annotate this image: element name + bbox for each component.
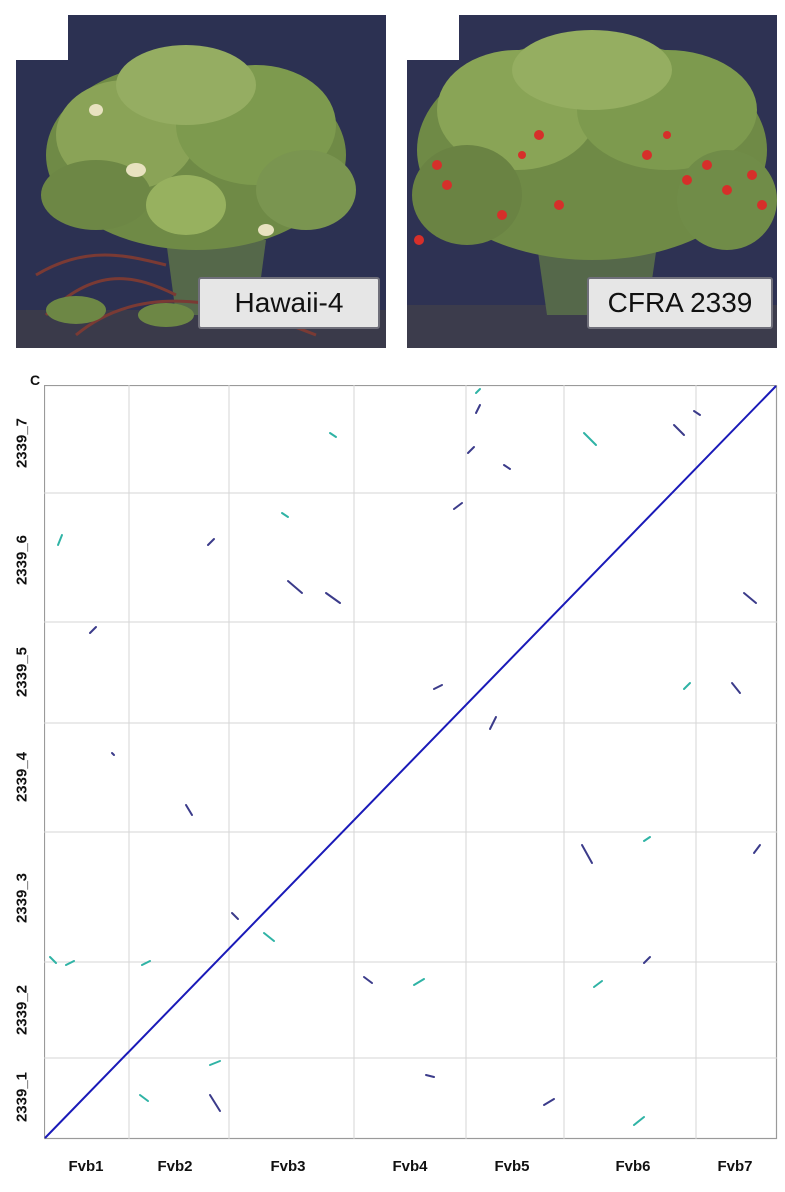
alignment-hit-27 (363, 976, 373, 984)
x-tick-fvb1: Fvb1 (68, 1158, 104, 1175)
alignment-hit-31 (209, 1060, 221, 1066)
alignment-hit-3 (503, 464, 511, 470)
alignment-hit-17 (111, 752, 115, 756)
alignment-hit-2 (467, 446, 475, 454)
alignment-hit-21 (753, 844, 761, 854)
grid-lines (44, 385, 777, 1139)
alignment-hits (49, 388, 761, 1126)
alignment-hit-22 (231, 912, 239, 920)
alignment-hit-34 (209, 1094, 221, 1112)
alignment-hit-40 (475, 404, 481, 414)
x-tick-fvb3: Fvb3 (270, 1158, 306, 1175)
y-tick-2339-4: 2339_4 (13, 751, 31, 803)
y-tick-2339-1: 2339_1 (13, 1071, 31, 1123)
y-tick-2339-2: 2339_2 (13, 984, 31, 1036)
y-tick-2339-3: 2339_3 (13, 872, 31, 924)
alignment-hit-30 (593, 980, 603, 988)
x-tick-fvb5: Fvb5 (494, 1158, 530, 1175)
y-tick-2339-6: 2339_6 (13, 534, 31, 586)
alignment-hit-18 (185, 804, 193, 816)
alignment-hit-6 (57, 534, 63, 546)
alignment-hit-13 (433, 684, 443, 690)
alignment-hit-37 (693, 410, 701, 416)
alignment-hit-39 (475, 388, 481, 394)
alignment-hit-28 (413, 978, 425, 986)
main-diagonal (44, 385, 777, 1139)
alignment-hit-29 (643, 956, 651, 964)
hawaii-4-plant-photo: Hawaii-4 (16, 15, 386, 348)
alignment-hit-5 (453, 502, 463, 510)
alignment-hit-10 (325, 592, 341, 604)
alignment-hit-35 (543, 1098, 555, 1106)
y-tick-2339-5: 2339_5 (13, 646, 31, 698)
panel-c-letter: C (30, 372, 41, 388)
alignment-hit-7 (207, 538, 215, 546)
alignment-hit-12 (743, 592, 757, 604)
x-tick-fvb7: Fvb7 (717, 1158, 753, 1175)
alignment-hit-38 (673, 424, 685, 436)
alignment-hit-1 (329, 432, 337, 438)
x-tick-fvb2: Fvb2 (157, 1158, 193, 1175)
alignment-hit-23 (263, 932, 275, 942)
alignment-hit-4 (583, 432, 597, 446)
alignment-hit-8 (281, 512, 289, 518)
y-tick-2339-7: 2339_7 (13, 417, 31, 469)
hawaii-4-label: Hawaii-4 (198, 277, 380, 329)
alignment-hit-32 (425, 1074, 435, 1078)
alignment-hit-19 (581, 844, 593, 864)
alignment-hit-9 (287, 580, 303, 594)
alignment-hit-20 (643, 836, 651, 842)
x-tick-fvb4: Fvb4 (392, 1158, 428, 1175)
synteny-dot-plot (44, 385, 778, 1140)
alignment-hit-26 (141, 960, 151, 966)
alignment-hit-33 (139, 1094, 149, 1102)
x-tick-fvb6: Fvb6 (615, 1158, 651, 1175)
alignment-hit-36 (633, 1116, 645, 1126)
alignment-hit-16 (731, 682, 741, 694)
cfra-2339-plant-photo: CFRA 2339 (407, 15, 777, 348)
alignment-hit-11 (89, 626, 97, 634)
alignment-hit-14 (683, 682, 691, 690)
alignment-hit-25 (65, 960, 75, 966)
alignment-hit-24 (49, 956, 57, 964)
alignment-hit-15 (489, 716, 497, 730)
cfra-2339-label: CFRA 2339 (587, 277, 773, 329)
